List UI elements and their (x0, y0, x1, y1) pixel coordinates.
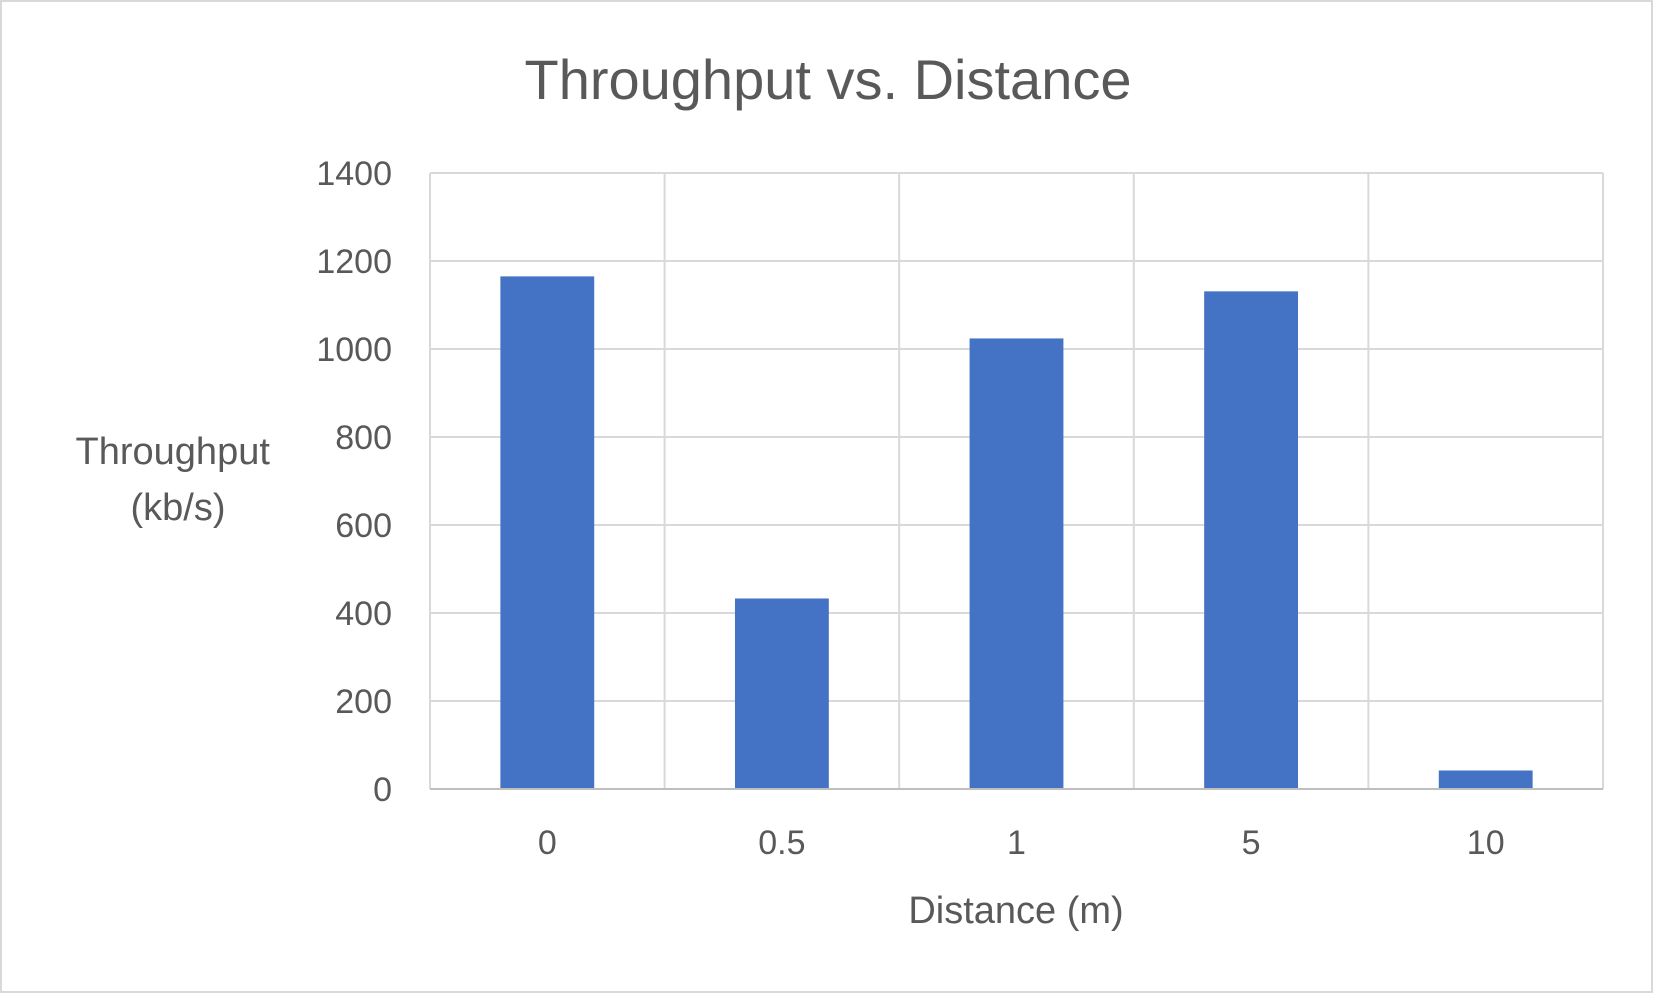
x-axis-title: Distance (m) (908, 890, 1123, 932)
y-tick-labels: 0 200 400 600 800 1000 1200 1400 (316, 155, 392, 809)
x-tick-label: 1 (1007, 824, 1026, 862)
x-tick-labels: 0 0.5 1 5 10 (538, 824, 1505, 862)
bar (969, 338, 1064, 789)
y-tick-label: 600 (335, 507, 392, 545)
y-axis-title-line-2: (kb/s) (131, 487, 226, 529)
x-tick-label: 10 (1467, 824, 1505, 862)
bar (734, 598, 829, 789)
y-tick-label: 200 (335, 683, 392, 721)
y-tick-label: 1200 (316, 243, 392, 281)
y-tick-label: 1000 (316, 331, 392, 369)
bar (1438, 770, 1533, 789)
x-tick-label: 5 (1242, 824, 1261, 862)
bar (1204, 291, 1299, 789)
chart-title: Throughput vs. Distance (525, 48, 1132, 111)
y-tick-label: 1400 (316, 155, 392, 193)
bar (500, 276, 595, 789)
y-tick-label: 400 (335, 595, 392, 633)
bars (500, 276, 1533, 789)
y-axis-title: Throughput (kb/s) (76, 431, 281, 529)
y-tick-label: 0 (373, 771, 392, 809)
x-tick-label: 0 (538, 824, 557, 862)
x-tick-label: 0.5 (758, 824, 805, 862)
y-tick-label: 800 (335, 419, 392, 457)
y-axis-title-line-1: Throughput (76, 431, 271, 473)
